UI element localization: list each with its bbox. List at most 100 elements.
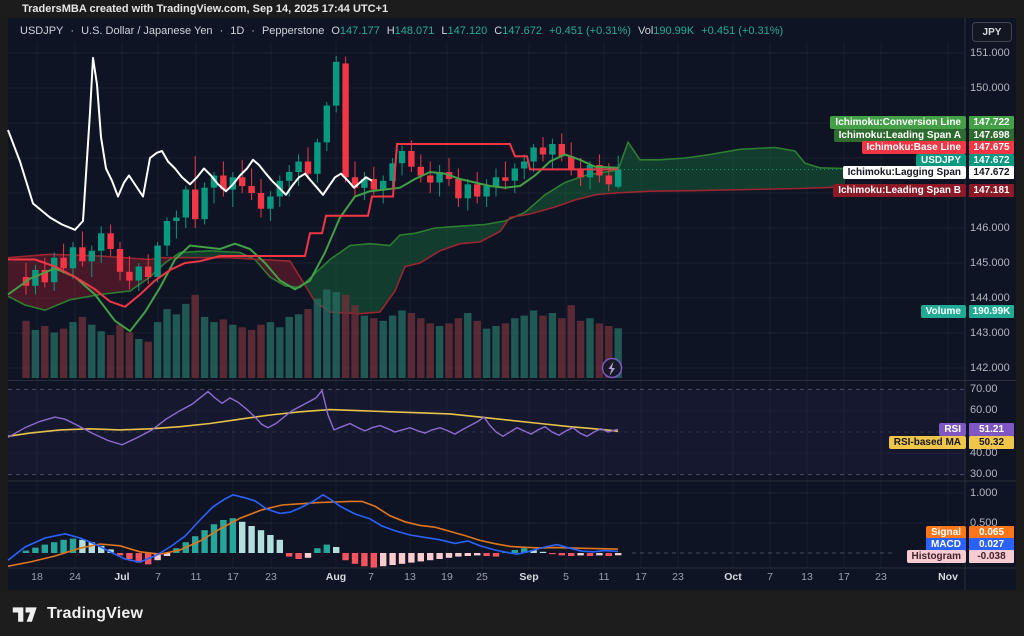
indicator-label-value: 147.698 xyxy=(969,128,1014,142)
rsi-label-name[interactable]: RSI xyxy=(939,423,966,436)
volume-label-name[interactable]: Volume xyxy=(920,304,966,318)
date-tick: 13 xyxy=(404,571,416,583)
price-tick: 151.000 xyxy=(970,46,1010,59)
date-tick: Jul xyxy=(114,571,130,583)
indicator-label-name[interactable]: Ichimoku:Lagging Span xyxy=(842,166,966,179)
date-tick: 24 xyxy=(69,571,81,583)
indicator-label-name[interactable]: Ichimoku:Base Line xyxy=(861,141,966,154)
macd-label-value: 0.065 xyxy=(969,526,1014,539)
date-tick: 7 xyxy=(767,571,773,583)
separator: · xyxy=(70,24,75,37)
macd-label-row: MACD 0.027 xyxy=(0,537,1024,551)
price-tick: 144.000 xyxy=(970,291,1010,304)
date-tick: 17 xyxy=(838,571,850,583)
price-tick: 150.000 xyxy=(970,81,1010,94)
price-tick: 142.000 xyxy=(970,361,1010,374)
price-tick: 143.000 xyxy=(970,326,1010,339)
indicator-label-row: Ichimoku:Lagging Span 147.672 xyxy=(0,166,1024,179)
broker: Pepperstone xyxy=(261,24,325,37)
macd-label-name[interactable]: Signal xyxy=(925,526,966,539)
volume-readout: Vol190.99K xyxy=(637,24,695,37)
date-tick: 11 xyxy=(190,571,202,583)
indicator-label-name[interactable]: USDJPY xyxy=(915,153,966,167)
rsi-label-value: 51.21 xyxy=(969,423,1014,436)
date-tick: Nov xyxy=(938,571,958,583)
indicator-label-value: 147.675 xyxy=(969,141,1014,154)
macd-label-row: Signal 0.065 xyxy=(0,526,1024,539)
date-tick: 13 xyxy=(801,571,813,583)
date-tick: Aug xyxy=(325,571,347,583)
ohlc-low: L147.120 xyxy=(441,24,488,37)
symbol-description: U.S. Dollar / Japanese Yen xyxy=(81,24,213,37)
interval[interactable]: 1D xyxy=(230,24,245,37)
date-tick: Sep xyxy=(519,571,539,583)
indicator-label-value: 147.181 xyxy=(969,183,1014,197)
rsi-band xyxy=(8,388,965,476)
indicator-label-row: Ichimoku:Conversion Line 147.722 xyxy=(0,116,1024,129)
indicator-label-value: 147.672 xyxy=(969,153,1014,167)
currency-toggle-button[interactable]: JPY xyxy=(972,22,1012,42)
macd-label-name[interactable]: Histogram xyxy=(906,549,966,563)
footer-bar: TradingView xyxy=(0,592,1024,636)
date-tick: 23 xyxy=(265,571,277,583)
macd-tick: 0.500 xyxy=(970,516,998,529)
date-tick: 7 xyxy=(368,571,374,583)
rsi-tick: 40.00 xyxy=(970,446,998,459)
indicator-label-name[interactable]: Ichimoku:Leading Span A xyxy=(833,128,966,142)
date-tick: 19 xyxy=(441,571,453,583)
macd-label-value: -0.038 xyxy=(969,549,1014,563)
lightning-icon xyxy=(608,361,615,376)
macd-label-row: Histogram -0.038 xyxy=(0,549,1024,563)
ichimoku-lines xyxy=(7,56,963,333)
indicator-label-row: Ichimoku:Leading Span B 147.181 xyxy=(0,183,1024,197)
date-tick: 23 xyxy=(875,571,887,583)
ohlc-close: C147.672 xyxy=(494,24,543,37)
pane-dividers xyxy=(8,18,1016,590)
tradingview-logo-icon[interactable] xyxy=(12,604,38,624)
separator: · xyxy=(219,24,224,37)
rsi-tick: 70.00 xyxy=(970,382,998,395)
macd-tick: 1.000 xyxy=(970,486,998,499)
rsi-label-row: RSI-based MA 50.32 xyxy=(0,436,1024,449)
indicator-label-value: 147.722 xyxy=(969,116,1014,129)
symbol-title[interactable]: USDJPY xyxy=(20,24,64,37)
rsi-tick: 30.00 xyxy=(970,468,998,481)
rsi-pane xyxy=(7,388,619,446)
macd-label-value: 0.027 xyxy=(969,537,1014,551)
rsi-label-name[interactable]: RSI-based MA xyxy=(888,436,966,449)
attribution-text: TradersMBA created with TradingView.com,… xyxy=(22,3,389,15)
volume-label-row: Volume 190.99K xyxy=(0,304,1024,318)
macd-pane xyxy=(7,493,892,568)
price-change: +0.451 (+0.31%) xyxy=(549,24,631,37)
ichimoku-cloud xyxy=(7,140,846,315)
price-tick: 145.000 xyxy=(970,256,1010,269)
indicator-label-row: USDJPY 147.672 xyxy=(0,153,1024,167)
ohlc-open: O147.177 xyxy=(331,24,380,37)
date-tick: 7 xyxy=(155,571,161,583)
date-tick: 11 xyxy=(598,571,610,583)
date-tick: 23 xyxy=(672,571,684,583)
indicator-label-name[interactable]: Ichimoku:Conversion Line xyxy=(830,116,966,129)
tradingview-wordmark[interactable]: TradingView xyxy=(47,605,144,622)
indicator-label-value: 147.672 xyxy=(969,166,1014,179)
candles xyxy=(22,55,622,295)
date-tick: 17 xyxy=(227,571,239,583)
volume-bars xyxy=(22,289,622,378)
rsi-label-row: RSI 51.21 xyxy=(0,423,1024,436)
volume-change: +0.451 (+0.31%) xyxy=(701,24,784,37)
date-tick: 25 xyxy=(476,571,488,583)
rsi-label-value: 50.32 xyxy=(969,436,1014,449)
price-tick: 146.000 xyxy=(970,221,1010,234)
date-tick: 5 xyxy=(563,571,569,583)
date-tick: Oct xyxy=(724,571,742,583)
chart-background xyxy=(8,18,1016,590)
date-tick: 18 xyxy=(31,571,43,583)
volume-label-value: 190.99K xyxy=(969,304,1014,318)
symbol-info-bar: USDJPY · U.S. Dollar / Japanese Yen · 1D… xyxy=(20,23,783,38)
macd-label-name[interactable]: MACD xyxy=(926,537,966,551)
indicator-label-row: Ichimoku:Base Line 147.675 xyxy=(0,141,1024,154)
indicator-label-name[interactable]: Ichimoku:Leading Span B xyxy=(833,183,966,197)
boost-button[interactable] xyxy=(601,357,623,379)
